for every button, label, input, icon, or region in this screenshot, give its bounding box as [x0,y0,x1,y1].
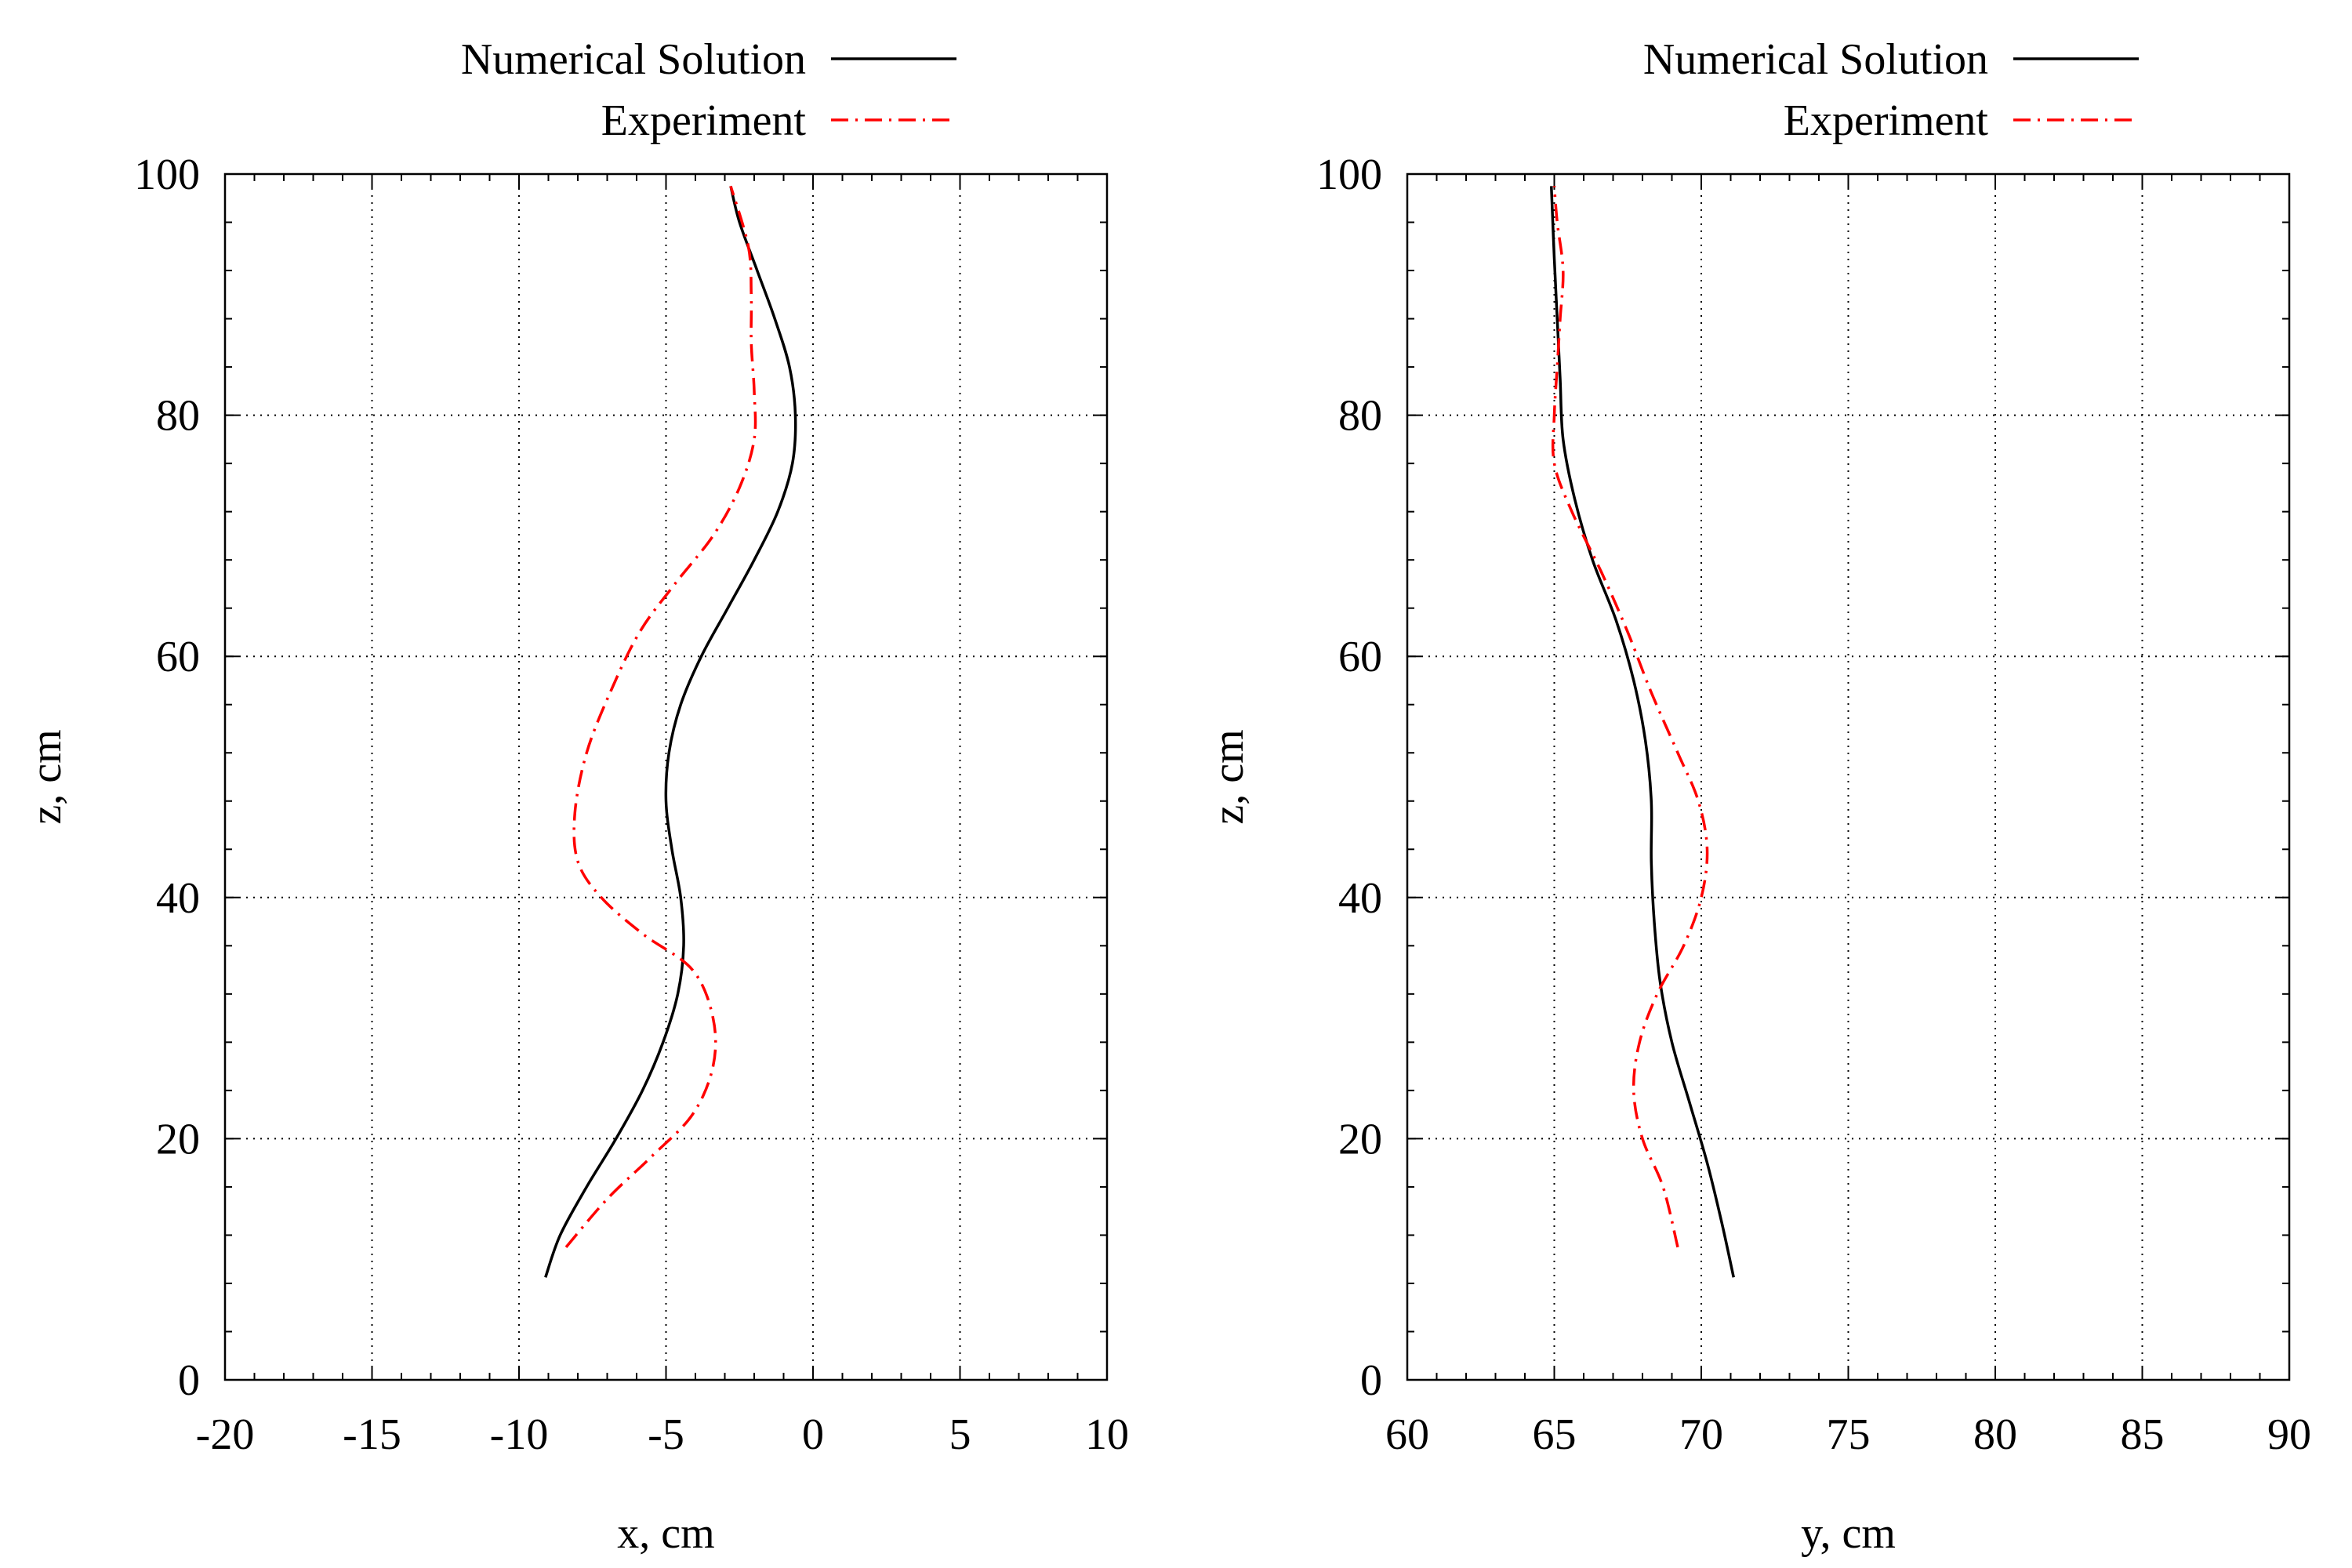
y-tick-label: 100 [134,151,200,199]
y-tick-label: 40 [1338,874,1382,923]
y-tick-label: 80 [1338,392,1382,441]
x-tick-label: 60 [1385,1410,1429,1459]
y-tick-label: 0 [178,1356,200,1405]
y-tick-label: 20 [156,1115,200,1163]
y-axis-label: z, cm [22,729,71,824]
x-tick-label: -10 [490,1410,549,1459]
series-line-numerical-solution [1550,186,1735,1278]
y-tick-label: 80 [156,392,200,441]
plot-frame [223,172,1109,1381]
y-tick-label: 20 [1338,1115,1382,1163]
x-tick-label: -20 [196,1410,255,1459]
x-tick-label: 65 [1533,1410,1577,1459]
series-line-experiment [1551,186,1709,1248]
series-line-numerical-solution [544,185,797,1278]
y-tick-label: 60 [1338,633,1382,681]
x-tick-label: 10 [1085,1410,1129,1459]
y-tick-label: 0 [1360,1356,1382,1405]
y-tick-label: 60 [156,633,200,681]
legend-label: Experiment [1784,96,1989,145]
x-tick-label: -5 [648,1410,684,1459]
legend-label: Experiment [601,96,807,145]
x-tick-label: 85 [2121,1410,2165,1459]
y-axis-label: z, cm [1204,729,1253,824]
legend-label: Numerical Solution [1643,35,1988,84]
x-tick-label: 80 [1973,1410,2017,1459]
x-tick-label: -15 [343,1410,401,1459]
y-tick-label: 40 [156,874,200,923]
series-line-experiment [564,185,757,1248]
legend-label: Numerical Solution [461,35,806,84]
chart-panel-2: 60 65 70 75 80 85 90 0 20 40 60 80 100 y, cm z, cm Nume… [1204,35,2311,1558]
x-axis-label: x, cm [617,1509,714,1558]
x-tick-label: 75 [1827,1410,1871,1459]
x-tick-label: 90 [2267,1410,2311,1459]
x-tick-label: 0 [802,1410,824,1459]
x-tick-label: 5 [949,1410,971,1459]
x-tick-label: 70 [1679,1410,1723,1459]
y-tick-label: 100 [1316,151,1382,199]
x-axis-label: y, cm [1801,1509,1896,1558]
plot-frame [1406,172,2291,1381]
